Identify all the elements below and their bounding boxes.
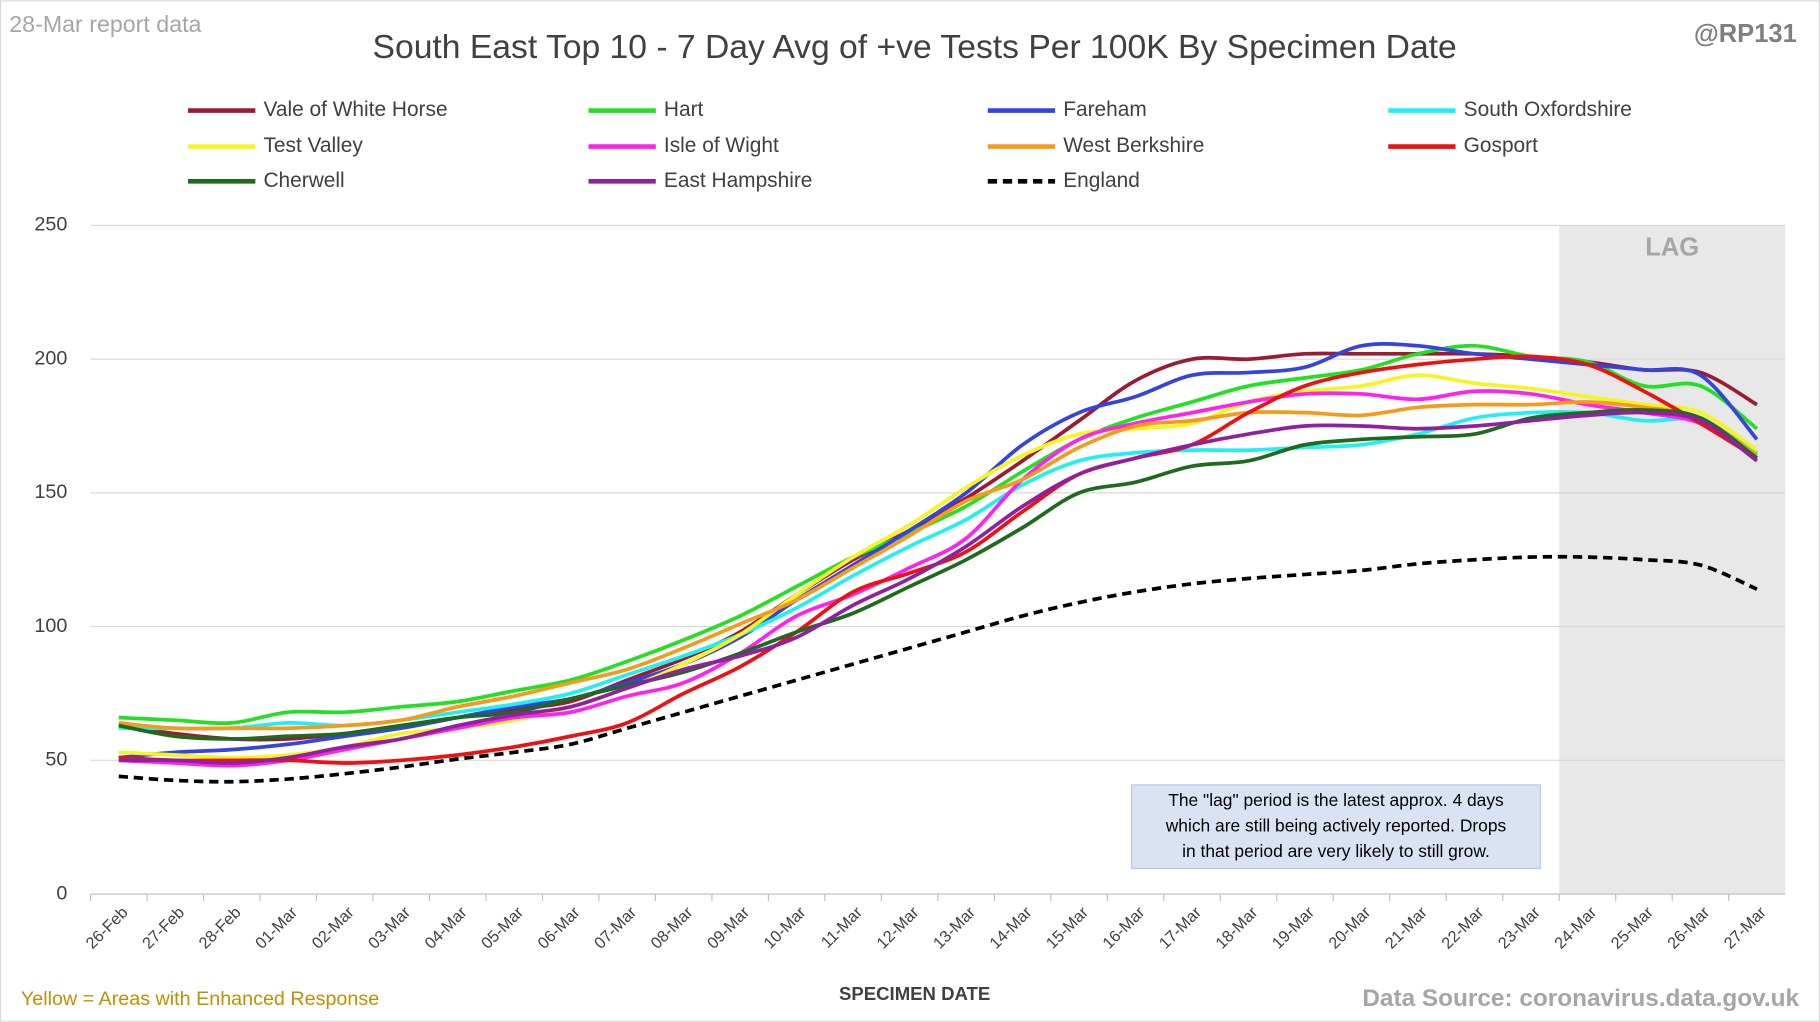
report-label: 28-Mar report data xyxy=(9,11,201,37)
legend-label: Gosport xyxy=(1464,134,1538,157)
y-tick-label: 200 xyxy=(34,347,67,369)
series-line xyxy=(118,410,1759,765)
legend-label: West Berkshire xyxy=(1063,134,1204,157)
annotation-box xyxy=(1131,784,1541,870)
series-line xyxy=(118,400,1758,731)
series-line xyxy=(118,342,1759,760)
series-line xyxy=(118,554,1758,784)
y-tick-label: 0 xyxy=(56,882,67,904)
y-tick-label: 100 xyxy=(34,615,67,637)
annotation-line: The "lag" period is the latest approx. 4… xyxy=(1168,790,1504,810)
series-line xyxy=(118,373,1758,760)
annotation-line: in that period are very likely to still … xyxy=(1182,841,1490,861)
legend-label: Cherwell xyxy=(263,169,344,192)
y-tick-label: 50 xyxy=(45,749,67,771)
y-tick-label: 250 xyxy=(34,214,67,236)
legend-label: Fareham xyxy=(1063,98,1147,121)
legend-label: Vale of White Horse xyxy=(263,98,447,121)
legend-label: England xyxy=(1063,169,1140,192)
legend-label: Hart xyxy=(664,98,704,121)
x-axis-title: SPECIMEN DATE xyxy=(839,983,990,1004)
footnote: Yellow = Areas with Enhanced Response xyxy=(21,988,379,1010)
y-tick-label: 150 xyxy=(34,481,67,503)
chart-title: South East Top 10 - 7 Day Avg of +ve Tes… xyxy=(373,29,1457,66)
handle: @RP131 xyxy=(1694,20,1797,48)
annotation-line: which are still being actively reported.… xyxy=(1165,815,1507,835)
series-line xyxy=(118,343,1759,726)
lag-label: LAG xyxy=(1645,233,1699,261)
legend-label: South Oxfordshire xyxy=(1464,98,1632,121)
series-line xyxy=(118,407,1759,741)
legend-label: Isle of Wight xyxy=(664,134,779,157)
source: Data Source: coronavirus.data.gov.uk xyxy=(1362,985,1799,1012)
legend-label: Test Valley xyxy=(263,134,363,157)
legend-label: East Hampshire xyxy=(664,169,813,192)
